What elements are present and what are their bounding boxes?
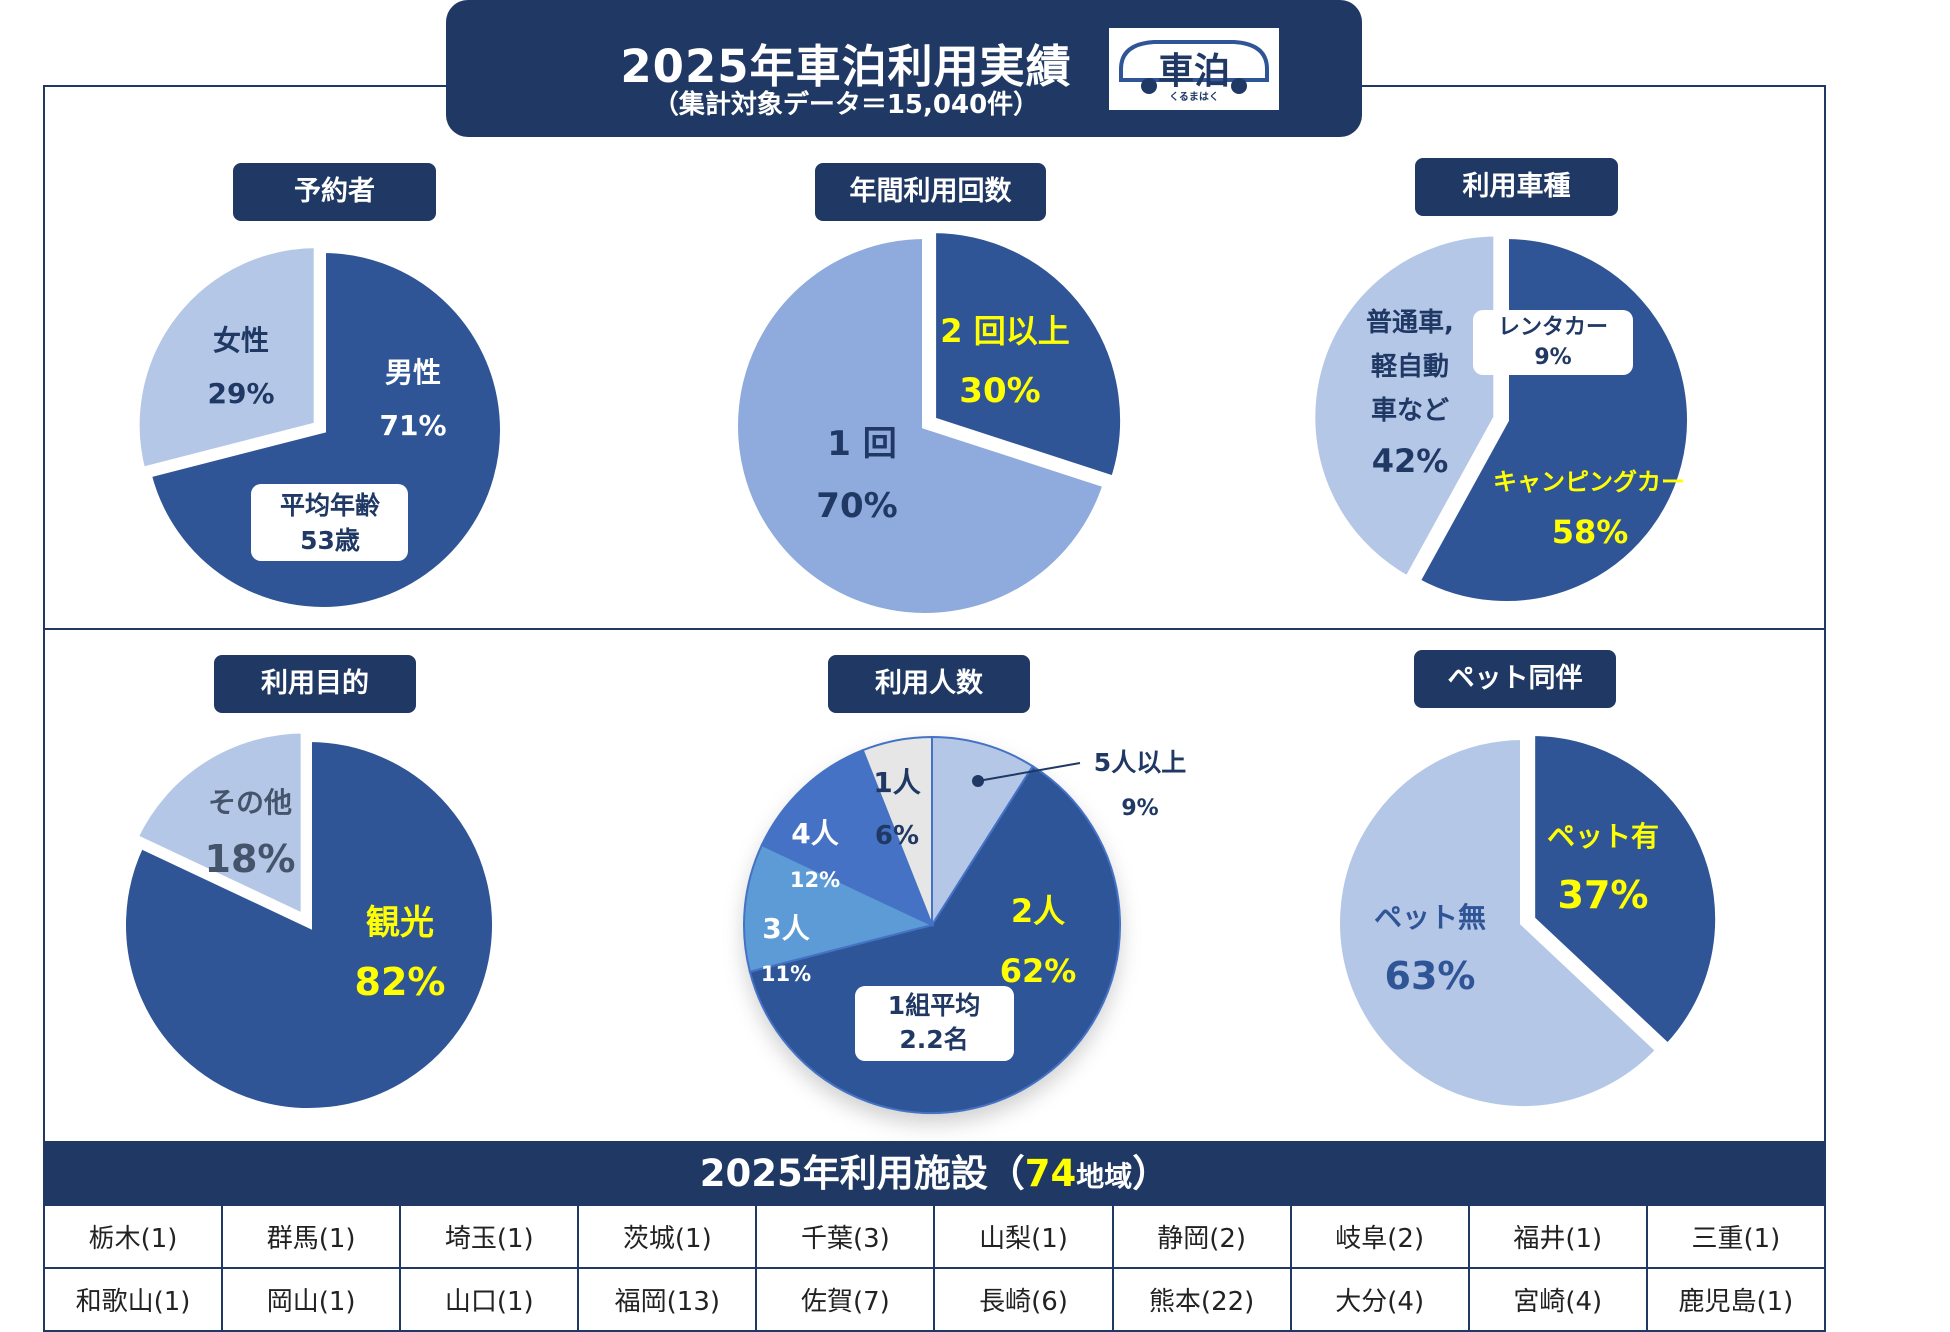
facility-count: 74 [1024, 1152, 1077, 1195]
facility-cell: 山梨(1) [933, 1204, 1114, 1269]
facility-cell: 宮崎(4) [1467, 1267, 1648, 1332]
kurumahaku-logo: 車泊 くるまはく [1109, 28, 1279, 110]
table-row: 和歌山(1) 岡山(1) 山口(1) 福岡(13) 佐賀(7) 長崎(6) 熊本(22) 大分… [42, 1267, 1827, 1332]
facility-title-suffix: ） [1132, 1152, 1170, 1195]
facility-title-prefix: 2025年利用施設（ [699, 1152, 1025, 1195]
facility-table: 栃木(1) 群馬(1) 埼玉(1) 茨城(1) 千葉(3) 山梨(1) 静岡(2) 岐阜(2)… [42, 1204, 1827, 1332]
label-annual-usage: 年間利用回数 [815, 163, 1046, 221]
facility-cell: 長崎(6) [933, 1267, 1114, 1332]
page-subtitle: （集計対象データ＝15,040件） [652, 90, 1040, 120]
logo-subtext: くるまはく [1169, 92, 1219, 103]
facility-cell: 大分(4) [1289, 1267, 1470, 1332]
page-title: 2025年車泊利用実績 [620, 40, 1072, 93]
facility-cell: 岐阜(2) [1289, 1204, 1470, 1269]
facility-cell: 千葉(3) [755, 1204, 936, 1269]
logo-car-outline [1119, 40, 1269, 94]
label-party-size: 利用人数 [828, 655, 1030, 713]
facility-cell: 静岡(2) [1111, 1204, 1292, 1269]
facility-cell: 熊本(22) [1111, 1267, 1292, 1332]
main-frame [43, 85, 1826, 1143]
facility-cell: 岡山(1) [221, 1267, 402, 1332]
facility-cell: 栃木(1) [42, 1204, 224, 1269]
label-pet: ペット同伴 [1414, 650, 1616, 708]
label-reservation-holder: 予約者 [233, 163, 436, 221]
logo-text: 車泊 [1157, 51, 1230, 92]
facility-cell: 群馬(1) [221, 1204, 402, 1269]
facility-cell: 三重(1) [1645, 1204, 1827, 1269]
facility-cell: 山口(1) [399, 1267, 580, 1332]
table-row: 栃木(1) 群馬(1) 埼玉(1) 茨城(1) 千葉(3) 山梨(1) 静岡(2) 岐阜(2)… [42, 1204, 1827, 1269]
facility-cell: 佐賀(7) [755, 1267, 936, 1332]
facility-unit: 地域 [1076, 1160, 1133, 1193]
label-vehicle-type: 利用車種 [1415, 158, 1618, 216]
facility-cell: 埼玉(1) [399, 1204, 580, 1269]
label-purpose: 利用目的 [214, 655, 416, 713]
facility-cell: 鹿児島(1) [1645, 1267, 1827, 1332]
facility-cell: 和歌山(1) [42, 1267, 224, 1332]
facility-cell: 福井(1) [1467, 1204, 1648, 1269]
section-divider [43, 628, 1826, 630]
facility-cell: 茨城(1) [577, 1204, 758, 1269]
facility-cell: 福岡(13) [577, 1267, 758, 1332]
facility-header: 2025年利用施設（74地域） [43, 1143, 1826, 1204]
title-banner: 2025年車泊利用実績 （集計対象データ＝15,040件） 車泊 くるまはく [446, 0, 1362, 137]
